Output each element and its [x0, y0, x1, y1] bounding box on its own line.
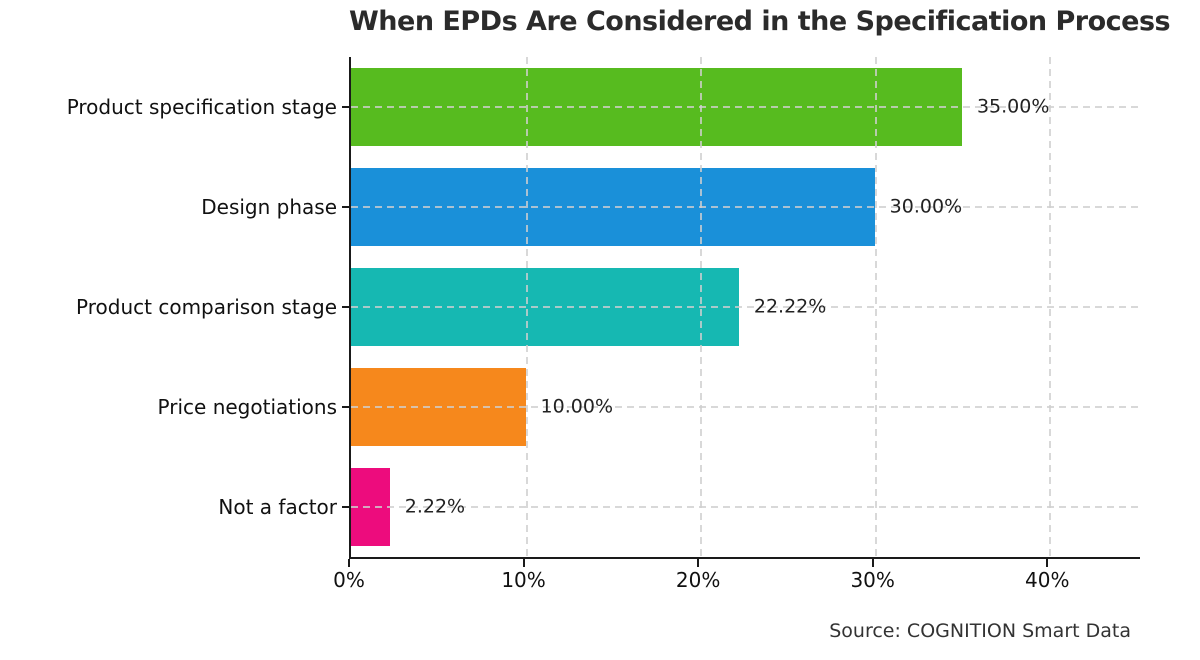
- chart-title: When EPDs Are Considered in the Specific…: [349, 6, 1171, 37]
- y-axis-tick: [342, 406, 351, 408]
- x-axis-tick-label: 0%: [333, 568, 365, 592]
- value-label: 22.22%: [753, 295, 827, 318]
- x-axis-tick: [1046, 559, 1049, 567]
- bar-row: 22.22%: [342, 257, 1140, 357]
- category-label: Price negotiations: [157, 395, 337, 419]
- y-axis-tick: [342, 106, 351, 108]
- horizontal-gridline: [351, 106, 1140, 108]
- x-axis-tick: [697, 559, 700, 567]
- value-label: 10.00%: [540, 395, 613, 418]
- source-note: Source: COGNITION Smart Data: [829, 620, 1131, 642]
- bar-row: 30.00%: [342, 157, 1140, 257]
- horizontal-gridline: [351, 506, 1140, 508]
- x-axis: 0% 10% 20% 30% 40%: [333, 559, 1138, 599]
- horizontal-gridline: [351, 306, 1140, 308]
- category-label: Design phase: [201, 195, 337, 219]
- value-label: 2.22%: [404, 495, 466, 518]
- x-axis-tick-label: 10%: [501, 568, 546, 592]
- y-axis-tick: [342, 306, 351, 308]
- value-label: 30.00%: [889, 195, 963, 218]
- x-axis-tick-label: 40%: [1024, 568, 1070, 592]
- y-axis-category-labels: Product specification stage Design phase P…: [0, 57, 343, 557]
- x-axis-tick-label: 20%: [675, 568, 721, 592]
- bar-row: 35.00%: [342, 57, 1140, 157]
- horizontal-gridline: [351, 206, 1140, 208]
- bar-row: 2.22%: [342, 457, 1140, 557]
- y-axis-tick: [342, 506, 351, 508]
- x-axis-tick: [522, 559, 525, 567]
- plot-area: 35.00% 30.00% 22.22% 10.00% 2.22%: [342, 57, 1140, 559]
- x-axis-tick: [871, 559, 874, 567]
- y-axis-tick: [342, 206, 351, 208]
- bar-row: 10.00%: [342, 357, 1140, 457]
- x-axis-tick-label: 30%: [850, 568, 895, 592]
- category-label: Product comparison stage: [76, 295, 337, 319]
- category-label: Product specification stage: [66, 95, 337, 119]
- horizontal-gridline: [351, 406, 1140, 408]
- value-label: 35.00%: [976, 95, 1050, 118]
- x-axis-tick: [348, 559, 350, 567]
- category-label: Not a factor: [218, 495, 337, 519]
